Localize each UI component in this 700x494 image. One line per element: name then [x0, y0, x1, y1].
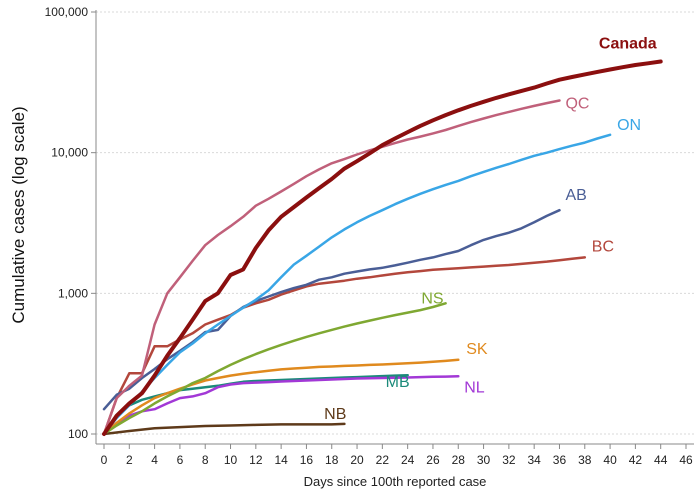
series-labels: NB MB NL SK NS BC AB ON QC Canada	[324, 35, 657, 422]
x-tick-label: 32	[502, 453, 516, 467]
series-line-canada	[102, 59, 663, 436]
x-tick-label: 34	[527, 453, 541, 467]
series-label-on: ON	[617, 117, 641, 134]
series-label-mb: MB	[386, 374, 410, 391]
series-label-sk: SK	[466, 341, 488, 358]
x-tick-label: 40	[603, 453, 617, 467]
x-tick-label: 2	[126, 453, 133, 467]
series-line-mb	[102, 373, 409, 436]
series-line-qc	[102, 99, 561, 436]
x-tick-label: 8	[202, 453, 209, 467]
series-line-nl	[102, 375, 460, 436]
series-label-qc: QC	[565, 95, 589, 112]
y-tick-label: 10,000	[51, 146, 88, 160]
series-label-nb: NB	[324, 406, 346, 423]
x-tick-label: 26	[426, 453, 440, 467]
series-label-ab: AB	[565, 187, 586, 204]
x-tick-label: 20	[350, 453, 364, 467]
x-tick-label: 42	[629, 453, 643, 467]
y-tick-label: 100	[68, 427, 88, 441]
x-tick-label: 6	[177, 453, 184, 467]
series-lines	[102, 59, 663, 436]
y-tick-label: 100,000	[45, 5, 89, 19]
x-tick-label: 0	[101, 453, 108, 467]
y-tick-labels: 100 1,000 10,000 100,000	[45, 5, 96, 441]
y-axis-title: Cumulative cases (log scale)	[9, 106, 28, 323]
series-line-nb	[102, 422, 346, 436]
x-tick-labels: 0 2 4 6 8 10 12 14 16 18 20 22 24 26 28 30 32 34 36 38 40 42 4…	[101, 444, 693, 467]
y-tick-label: 1,000	[58, 286, 88, 300]
x-tick-label: 46	[679, 453, 693, 467]
x-tick-label: 14	[274, 453, 288, 467]
x-tick-label: 4	[151, 453, 158, 467]
series-label-ns: NS	[421, 290, 443, 307]
x-tick-label: 36	[553, 453, 567, 467]
series-line-on	[102, 133, 612, 436]
series-line-ns	[102, 302, 447, 436]
series-label-canada: Canada	[599, 35, 657, 52]
series-label-bc: BC	[592, 238, 614, 255]
series-label-nl: NL	[464, 379, 485, 396]
series-line-bc	[102, 256, 587, 436]
gridlines	[96, 11, 694, 435]
x-tick-label: 38	[578, 453, 592, 467]
x-tick-label: 16	[300, 453, 314, 467]
x-tick-label: 44	[654, 453, 668, 467]
x-tick-label: 18	[325, 453, 339, 467]
axes	[95, 10, 694, 445]
x-axis-title: Days since 100th reported case	[304, 474, 487, 489]
x-tick-label: 12	[249, 453, 263, 467]
x-tick-label: 22	[376, 453, 390, 467]
x-tick-label: 30	[477, 453, 491, 467]
x-tick-label: 28	[452, 453, 466, 467]
x-tick-label: 10	[224, 453, 238, 467]
series-line-sk	[102, 358, 460, 436]
x-tick-label: 24	[401, 453, 415, 467]
